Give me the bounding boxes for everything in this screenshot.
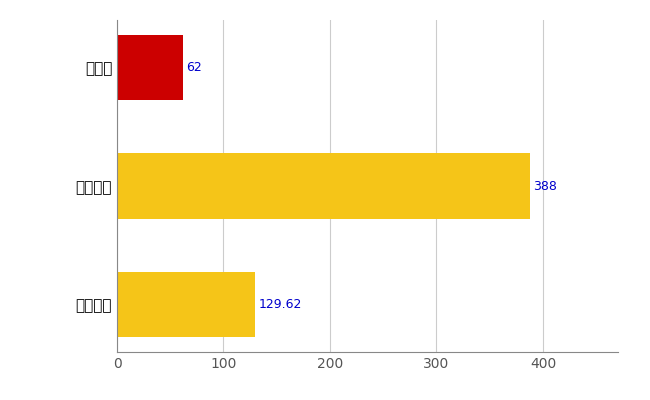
Text: 129.62: 129.62 (258, 298, 302, 311)
Text: 62: 62 (186, 61, 202, 74)
Bar (117, 154, 530, 218)
Text: 388: 388 (534, 180, 557, 192)
Bar (117, 272, 255, 337)
Bar (117, 35, 183, 100)
